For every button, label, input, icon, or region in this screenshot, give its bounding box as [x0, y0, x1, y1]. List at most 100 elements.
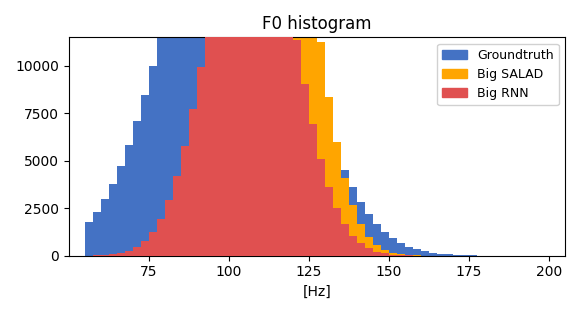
Bar [141, 241, 148, 256]
Bar [397, 243, 405, 256]
Bar [229, 0, 237, 256]
Bar [253, 0, 261, 256]
Bar [445, 254, 453, 256]
Bar [421, 252, 429, 256]
Bar [389, 255, 397, 256]
Bar [293, 0, 301, 256]
Bar [229, 0, 237, 256]
Bar [309, 124, 317, 256]
Bar [373, 252, 381, 256]
Bar [148, 66, 157, 256]
Bar [317, 42, 325, 256]
Bar [261, 0, 269, 256]
Bar [373, 245, 381, 256]
Bar [285, 0, 293, 256]
Bar [285, 0, 293, 256]
Bar [333, 208, 341, 256]
Bar [261, 0, 269, 256]
Bar [341, 225, 349, 256]
Bar [213, 0, 221, 256]
Bar [437, 254, 445, 256]
Bar [357, 202, 365, 256]
Bar [157, 247, 165, 256]
Bar [373, 224, 381, 256]
Bar [469, 255, 477, 256]
Bar [197, 67, 205, 256]
Bar [349, 205, 357, 256]
Bar [397, 255, 405, 256]
Bar [413, 255, 421, 256]
Title: F0 histogram: F0 histogram [262, 15, 372, 33]
Bar [100, 199, 108, 256]
Bar [349, 236, 357, 256]
Bar [197, 158, 205, 256]
Bar [461, 255, 469, 256]
Bar [269, 0, 277, 256]
Bar [157, 219, 165, 256]
Bar [221, 0, 229, 256]
Bar [405, 255, 413, 256]
Bar [285, 0, 293, 256]
Bar [133, 255, 141, 256]
Bar [125, 255, 133, 256]
Bar [205, 0, 213, 256]
Bar [93, 212, 100, 256]
Bar [221, 0, 229, 256]
Bar [181, 0, 188, 256]
Bar [197, 0, 205, 256]
Bar [221, 6, 229, 256]
Bar [397, 254, 405, 256]
Bar [237, 0, 245, 256]
Bar [253, 0, 261, 256]
Bar [141, 253, 148, 256]
Bar [85, 222, 93, 256]
Bar [229, 0, 237, 256]
Bar [381, 232, 389, 256]
Bar [165, 200, 173, 256]
Bar [349, 187, 357, 256]
Bar [237, 0, 245, 256]
Bar [117, 166, 125, 256]
Bar [381, 250, 389, 256]
Bar [453, 255, 461, 256]
Bar [108, 254, 117, 256]
Bar [205, 22, 213, 256]
Bar [277, 0, 285, 256]
Bar [429, 253, 437, 256]
Bar [325, 187, 333, 256]
Bar [301, 0, 309, 256]
Bar [173, 230, 181, 256]
Bar [261, 0, 269, 256]
Bar [357, 243, 365, 256]
Bar [253, 0, 261, 256]
Bar [389, 238, 397, 256]
Bar [100, 255, 108, 256]
Bar [365, 248, 373, 256]
Bar [237, 0, 245, 256]
Bar [309, 0, 317, 256]
Bar [165, 6, 173, 256]
Bar [148, 232, 157, 256]
Bar [405, 247, 413, 256]
Bar [293, 40, 301, 256]
Bar [277, 0, 285, 256]
Bar [213, 0, 221, 256]
Bar [173, 176, 181, 256]
Bar [93, 255, 100, 256]
Bar [213, 65, 221, 256]
Bar [277, 0, 285, 256]
Bar [333, 149, 341, 256]
Bar [389, 252, 397, 256]
Bar [413, 249, 421, 256]
Bar [205, 116, 213, 256]
Bar [365, 214, 373, 256]
Bar [269, 0, 277, 256]
Bar [317, 159, 325, 256]
Bar [301, 42, 309, 256]
Bar [181, 214, 188, 256]
Bar [173, 0, 181, 256]
Bar [357, 224, 365, 256]
Bar [188, 0, 197, 256]
Bar [245, 0, 253, 256]
Bar [133, 247, 141, 256]
